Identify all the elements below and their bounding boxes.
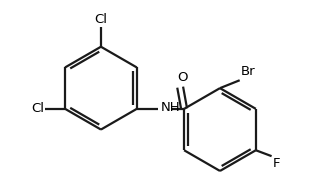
Text: F: F [273,157,280,170]
Text: NH: NH [160,101,180,114]
Text: Br: Br [241,65,255,78]
Text: Cl: Cl [32,102,44,115]
Text: Cl: Cl [94,13,108,26]
Text: O: O [177,71,187,84]
